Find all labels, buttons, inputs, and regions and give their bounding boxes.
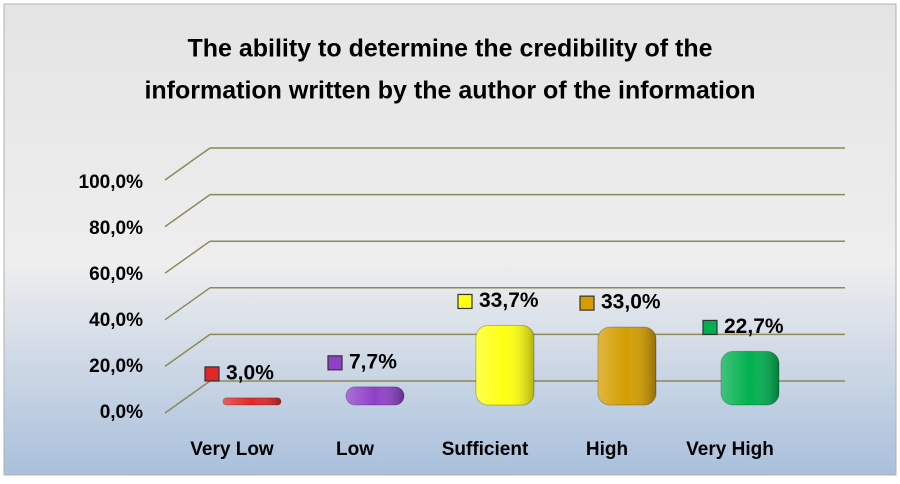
- data-label: 33,0%: [601, 291, 661, 314]
- grid-line: [164, 333, 211, 368]
- y-tick-label: 20,0%: [89, 356, 143, 377]
- bar-shade: [721, 351, 779, 405]
- chart-title: information written by the author of the…: [144, 77, 755, 105]
- bar-shade: [598, 327, 656, 405]
- y-tick-label: 40,0%: [89, 310, 143, 331]
- x-tick-label: Sufficient: [442, 439, 529, 460]
- data-label: 33,7%: [479, 289, 539, 312]
- y-tick-label: 100,0%: [79, 172, 144, 193]
- x-tick-label: Very High: [686, 439, 774, 460]
- grid-line: [164, 287, 211, 321]
- grid-line: [164, 240, 211, 274]
- grid-line: [164, 380, 211, 414]
- x-tick-label: High: [586, 439, 628, 460]
- chart-title: The ability to determine the credibility…: [187, 35, 712, 63]
- legend-key: [204, 366, 220, 382]
- legend-key: [457, 293, 473, 310]
- legend-key: [702, 319, 718, 336]
- data-label: 7,7%: [349, 350, 397, 373]
- bar-shade: [346, 386, 404, 405]
- x-tick-label: Low: [336, 439, 374, 460]
- grid-line: [164, 193, 211, 228]
- bar-shade: [223, 397, 281, 405]
- legend-key: [327, 355, 343, 371]
- bar-shade: [476, 325, 534, 405]
- y-tick-label: 0,0%: [100, 402, 143, 423]
- legend-key: [579, 295, 595, 311]
- data-label: 22,7%: [724, 315, 784, 338]
- y-tick-label: 80,0%: [89, 218, 143, 239]
- x-tick-label: Very Low: [190, 439, 274, 460]
- grid-line: [164, 147, 211, 181]
- data-label: 3,0%: [226, 361, 274, 384]
- y-tick-label: 60,0%: [89, 264, 143, 285]
